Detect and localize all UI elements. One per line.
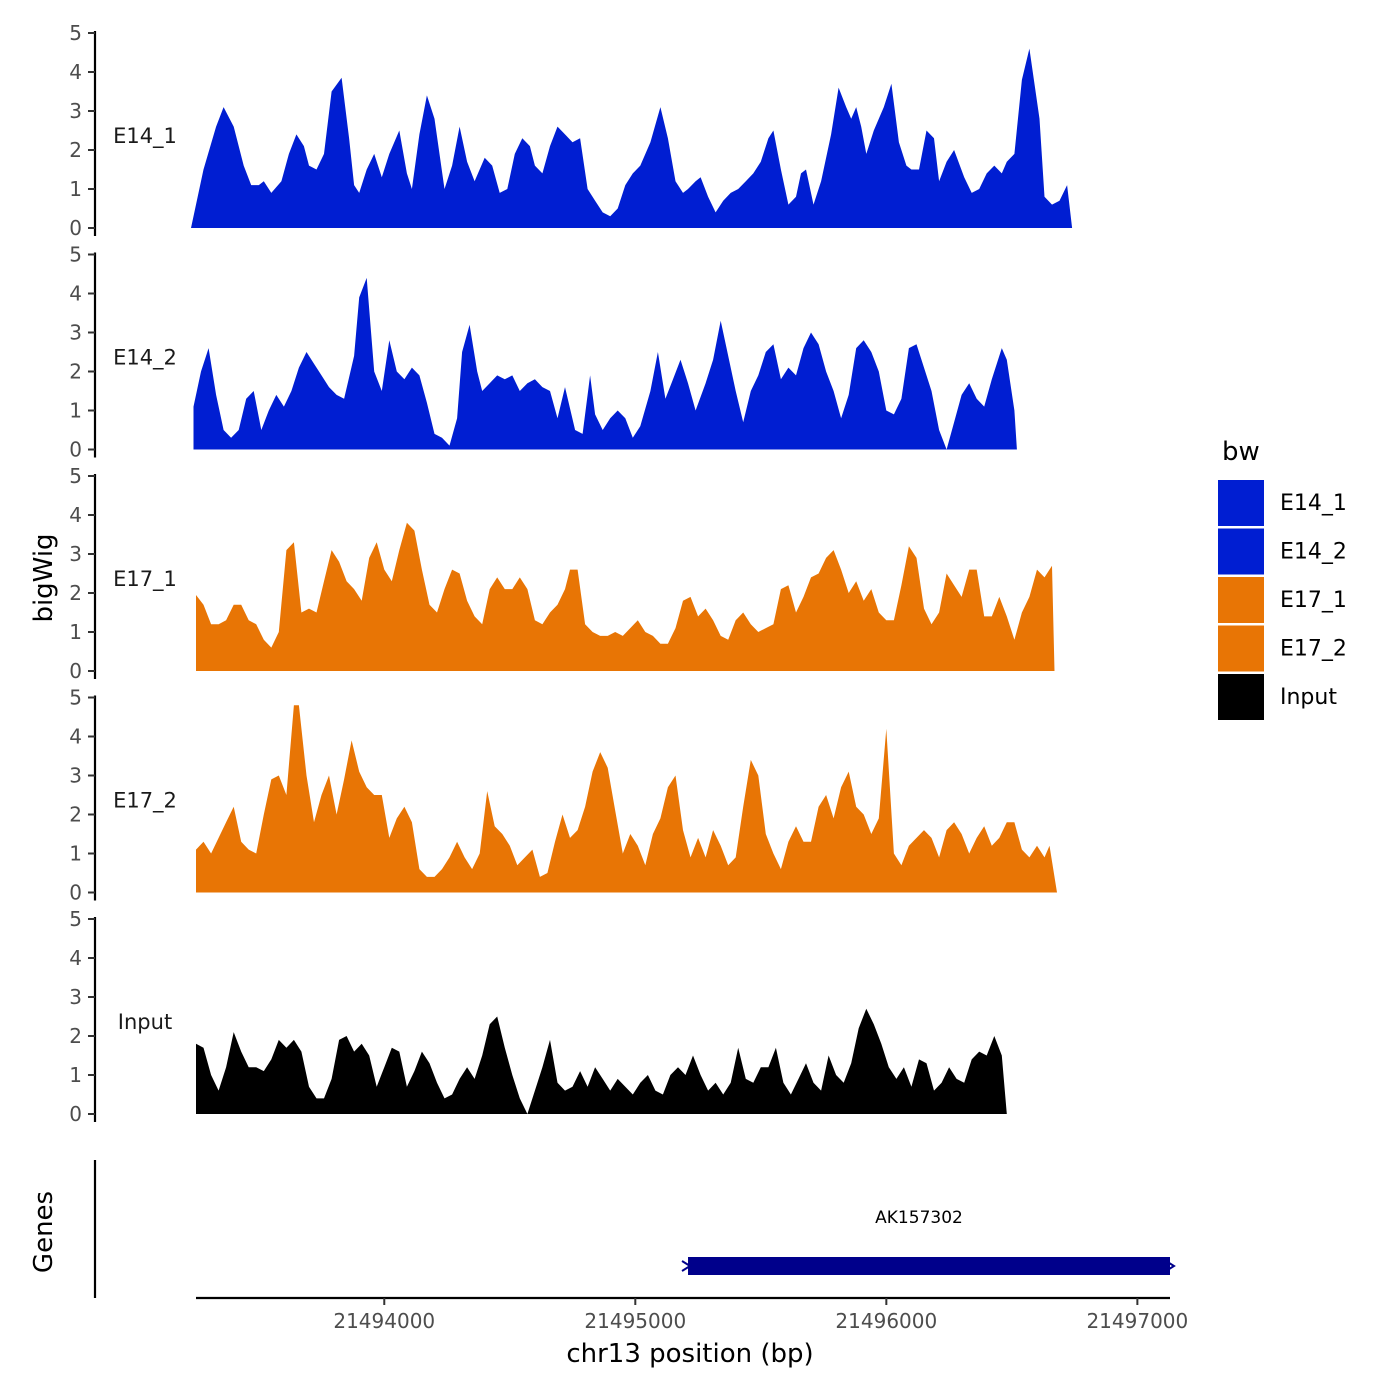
legend-swatch <box>1218 480 1264 526</box>
legend-swatch <box>1218 674 1264 720</box>
gene-body <box>688 1257 1170 1275</box>
y-tick-label: 0 <box>69 438 82 462</box>
panel-e17-2: 0 1 2 3 4 5 E17_2 <box>69 686 1057 905</box>
area-e14-2 <box>194 278 1017 450</box>
y-tick-label: 0 <box>69 1102 82 1126</box>
x-axis: 21494000 21495000 21496000 21497000 <box>196 1298 1188 1333</box>
y-tick-label: 2 <box>69 803 82 827</box>
y-tick-label: 2 <box>69 1024 82 1048</box>
x-axis-title: chr13 position (bp) <box>566 1339 813 1369</box>
x-tick-label: 21495000 <box>584 1309 686 1333</box>
panel-label: E17_1 <box>113 567 177 592</box>
area-e14-1 <box>191 49 1072 228</box>
y-tick-label: 0 <box>69 881 82 905</box>
legend-title: bw <box>1222 437 1260 467</box>
y-tick-label: 3 <box>69 764 82 788</box>
legend-swatch <box>1218 577 1264 623</box>
y-tick-label: 5 <box>69 907 82 931</box>
panel-e14-1: 0 1 2 3 4 5 E14_1 <box>69 21 1072 240</box>
y-tick-label: 4 <box>69 503 82 527</box>
legend: bw E14_1 E14_2 E17_1 E17_2 Input <box>1218 437 1347 720</box>
panel-e14-2: 0 1 2 3 4 5 E14_2 <box>69 243 1017 462</box>
bigwig-panels: 0 1 2 3 4 5 E14_1 0 1 2 3 4 5 E14_2 0 1 2 3 4 5 E17_1 0 1 2 3 4 5 E… <box>69 21 1072 1126</box>
legend-label: E17_1 <box>1280 588 1347 613</box>
y-tick-label: 5 <box>69 464 82 488</box>
y-tick-label: 2 <box>69 581 82 605</box>
y-tick-label: 0 <box>69 216 82 240</box>
legend-label: E14_1 <box>1280 491 1347 516</box>
legend-label: Input <box>1280 685 1337 710</box>
y-tick-label: 5 <box>69 243 82 267</box>
y-tick-label: 1 <box>69 842 82 866</box>
genome-track-chart: 0 1 2 3 4 5 E14_1 0 1 2 3 4 5 E14_2 0 1 2 3 4 5 E17_1 0 1 2 3 4 5 E… <box>0 0 1400 1400</box>
y-tick-label: 3 <box>69 985 82 1009</box>
y-tick-label: 4 <box>69 946 82 970</box>
y-tick-label: 1 <box>69 620 82 644</box>
y-tick-label: 4 <box>69 725 82 749</box>
y-tick-label: 3 <box>69 99 82 123</box>
panel-e17-1: 0 1 2 3 4 5 E17_1 <box>69 464 1054 683</box>
legend-swatch <box>1218 529 1264 575</box>
y-axis-title: bigWig <box>29 533 59 622</box>
y-tick-label: 3 <box>69 542 82 566</box>
y-tick-label: 1 <box>69 177 82 201</box>
y-tick-label: 5 <box>69 686 82 710</box>
panel-input: 0 1 2 3 4 5 Input <box>69 907 1007 1126</box>
area-e17-1 <box>196 523 1055 671</box>
y-tick-label: 3 <box>69 321 82 345</box>
genes-track: AK157302 <box>95 1160 1174 1298</box>
panel-label: E17_2 <box>113 789 177 814</box>
y-tick-label: 4 <box>69 60 82 84</box>
y-tick-label: 5 <box>69 21 82 45</box>
area-input <box>196 1009 1007 1114</box>
y-tick-label: 0 <box>69 659 82 683</box>
panel-label: Input <box>118 1010 172 1034</box>
legend-swatch <box>1218 626 1264 672</box>
x-tick-label: 21497000 <box>1086 1309 1188 1333</box>
legend-label: E17_2 <box>1280 637 1347 662</box>
area-e17-2 <box>196 705 1057 892</box>
y-tick-label: 2 <box>69 360 82 384</box>
x-tick-label: 21494000 <box>333 1309 435 1333</box>
y-tick-label: 1 <box>69 399 82 423</box>
y-tick-label: 4 <box>69 282 82 306</box>
panel-label: E14_2 <box>113 346 177 371</box>
x-tick-label: 21496000 <box>835 1309 937 1333</box>
legend-label: E14_2 <box>1280 540 1347 565</box>
gene-label: AK157302 <box>875 1208 963 1228</box>
panel-label: E14_1 <box>113 124 177 149</box>
genes-axis-title: Genes <box>29 1191 59 1273</box>
y-tick-label: 1 <box>69 1063 82 1087</box>
y-tick-label: 2 <box>69 138 82 162</box>
